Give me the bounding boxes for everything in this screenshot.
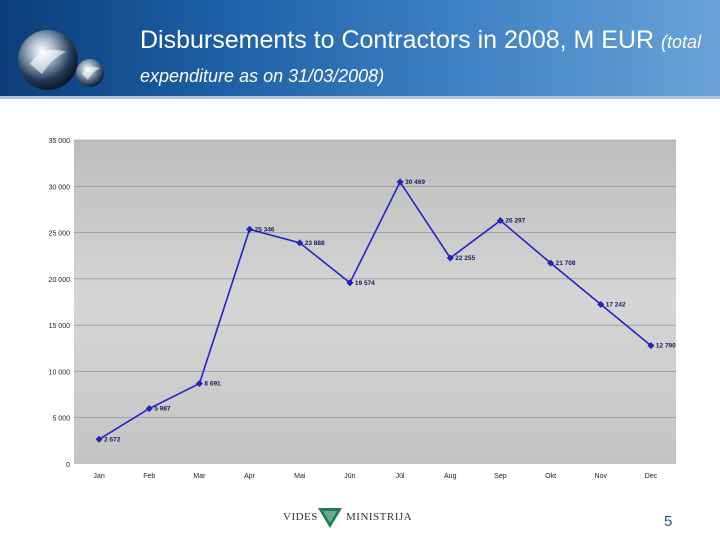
- x-tick-label: Mai: [294, 473, 306, 480]
- data-point-marker: [547, 259, 555, 267]
- y-tick-label: 0: [66, 462, 70, 469]
- data-label: 21 708: [556, 260, 576, 267]
- disbursements-line-chart: 0 5 000 10 000 15 000 20 000 25 000 30 000 35 0…: [49, 138, 677, 480]
- data-label: 5 987: [154, 406, 171, 413]
- data-label: 2 672: [104, 436, 121, 443]
- footer-emblem-icon: [318, 508, 342, 528]
- data-label: 17 242: [606, 301, 626, 308]
- data-label: 30 469: [405, 179, 425, 186]
- y-tick-label: 15 000: [49, 323, 71, 330]
- data-point-marker: [396, 178, 404, 186]
- x-tick-label: Sep: [494, 473, 507, 480]
- slide-title-subtitle: (total expenditure as on 31/03/2008): [140, 32, 702, 86]
- data-point-marker: [446, 254, 454, 262]
- x-tick-label: Okt: [545, 473, 556, 480]
- slide-title: Disbursements to Contractors in 2008, M …: [140, 24, 710, 92]
- data-point-marker: [296, 239, 304, 247]
- data-label: 22 255: [455, 255, 475, 262]
- y-tick-label: 20 000: [49, 277, 71, 284]
- x-tick-label: Jūn: [344, 473, 355, 480]
- x-tick-label: Jūl: [396, 473, 405, 480]
- y-tick-label: 30 000: [49, 184, 71, 191]
- footer-logo-text-right: MINISTRIJA: [346, 511, 413, 523]
- x-tick-label: Nov: [595, 473, 608, 480]
- header-divider: [0, 96, 720, 99]
- y-tick-label: 35 000: [49, 138, 71, 145]
- x-tick-label: Jan: [93, 473, 104, 480]
- footer-logo-text-left: VIDES: [283, 511, 318, 523]
- plot-area: [74, 140, 676, 464]
- series-line: [98, 180, 652, 440]
- data-point-marker: [195, 379, 203, 388]
- data-point-marker: [246, 225, 254, 233]
- y-tick-label: 10 000: [49, 369, 71, 376]
- data-label: 8 691: [204, 381, 221, 388]
- data-label: 19 574: [355, 280, 375, 287]
- footer-ministry-logo: VIDES MINISTRIJA: [283, 506, 413, 532]
- ministry-globe-logo-icon: [12, 24, 112, 94]
- data-label: 25 346: [255, 226, 275, 233]
- data-point-marker: [597, 300, 605, 308]
- x-tick-label: Dec: [645, 473, 658, 480]
- y-tick-label: 5 000: [52, 416, 70, 423]
- y-tick-label: 25 000: [49, 231, 71, 238]
- x-tick-label: Mar: [193, 473, 206, 480]
- data-point-marker: [647, 342, 655, 350]
- data-point-marker: [95, 435, 103, 443]
- data-point-marker: [145, 405, 153, 413]
- data-label: 26 297: [505, 218, 525, 225]
- data-label: 12 790: [656, 343, 676, 350]
- slide-title-main: Disbursements to Contractors in 2008, M …: [140, 26, 655, 54]
- page-number: 5: [664, 513, 673, 530]
- data-point-marker: [496, 217, 504, 225]
- slide-header: [0, 0, 720, 96]
- data-label: 23 888: [305, 240, 325, 247]
- x-tick-label: Apr: [244, 473, 256, 480]
- x-tick-label: Feb: [143, 473, 155, 480]
- data-point-marker: [346, 279, 354, 287]
- x-tick-label: Aug: [444, 473, 457, 480]
